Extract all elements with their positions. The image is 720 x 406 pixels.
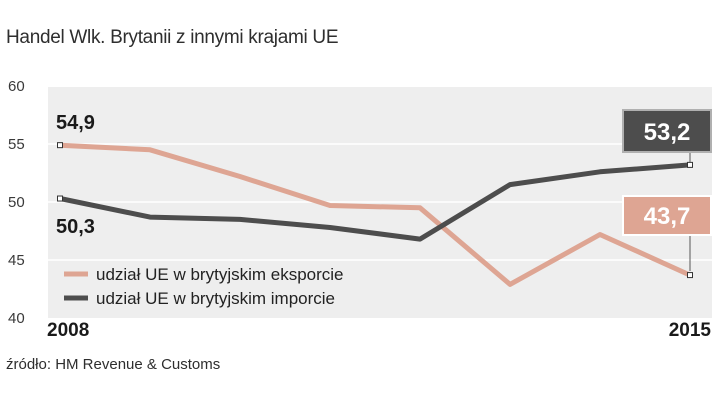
series-line-export (59, 142, 692, 287)
y-tick-label-60: 60 (8, 78, 25, 95)
y-tick-label-50: 50 (8, 194, 25, 211)
legend-label-import: udział UE w brytyjskim imporcie (96, 289, 335, 308)
x-tick-label-end: 2015 (669, 320, 712, 341)
import-end-callout: 53,2 (622, 109, 712, 162)
series-lines (59, 142, 692, 287)
y-tick-label-45: 45 (8, 252, 25, 269)
export-end-callout: 43,7 (622, 195, 712, 271)
export-end-label: 43,7 (644, 203, 691, 230)
chart-title: Handel Wlk. Brytanii z innymi krajami UE (6, 27, 339, 48)
source-note: źródło: HM Revenue & Customs (6, 356, 221, 373)
point-marker-import-7 (687, 161, 693, 168)
end-markers (57, 142, 693, 279)
import-end-box (622, 109, 712, 153)
export-start-label: 54,9 (56, 112, 95, 134)
x-tick-label-start: 2008 (47, 320, 89, 341)
point-marker-export-7 (687, 272, 693, 279)
y-tick-label-55: 55 (8, 136, 25, 153)
series-line-import (59, 162, 691, 242)
point-marker-import-0 (57, 195, 63, 202)
legend: udział UE w brytyjskim eksporcie udział … (64, 265, 344, 308)
export-end-box (622, 195, 712, 236)
import-end-label: 53,2 (644, 119, 691, 146)
import-start-label: 50,3 (56, 216, 95, 238)
grid-lines (48, 143, 712, 261)
point-marker-export-0 (57, 142, 63, 149)
y-axis-ticks: 40 45 50 55 60 (8, 78, 25, 327)
y-tick-label-40: 40 (8, 310, 25, 327)
legend-label-export: udział UE w brytyjskim eksporcie (96, 265, 344, 284)
